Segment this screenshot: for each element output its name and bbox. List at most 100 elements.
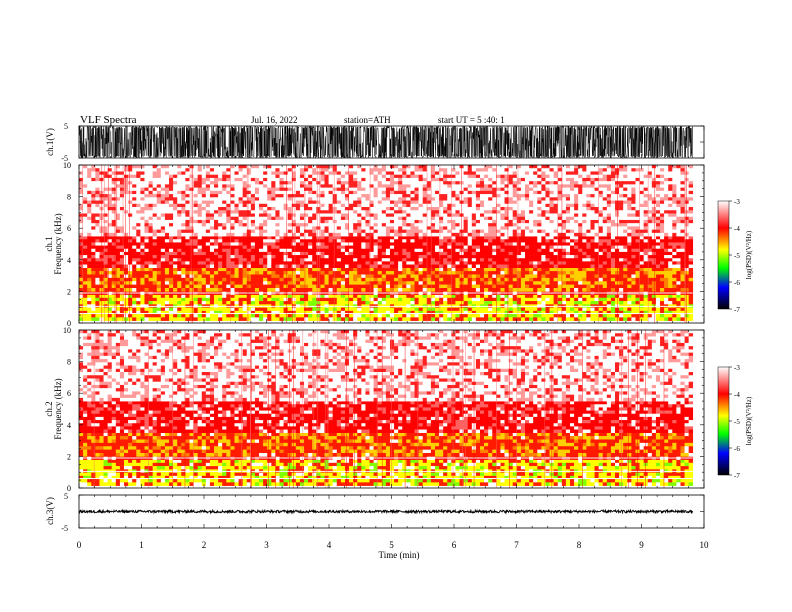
- spectrogram-cell: [455, 258, 460, 262]
- spectrogram-cell: [344, 236, 350, 240]
- spectrogram-cell: [467, 288, 473, 292]
- spectrogram-cell: [91, 258, 96, 262]
- spectrogram-cell: [287, 251, 293, 256]
- spectrogram-cell: [181, 317, 186, 321]
- spectrogram-cell: [561, 317, 567, 321]
- spectrogram-cell: [651, 297, 657, 302]
- spectrogram-cell: [234, 236, 239, 240]
- spectrogram-cell: [582, 239, 587, 243]
- spectrogram-cell: [349, 301, 354, 305]
- spectrogram-cell: [246, 307, 252, 312]
- spectrogram-cell: [324, 264, 329, 268]
- spectrogram-cell: [467, 274, 473, 279]
- spectrogram-cell: [87, 267, 92, 272]
- spectrogram-cell: [324, 255, 329, 259]
- spectrogram-cell: [259, 239, 264, 243]
- spectrogram-cell: [479, 274, 485, 279]
- spectrogram-cell: [557, 242, 563, 246]
- spectrogram-cell: [541, 261, 546, 265]
- spectrogram-cell: [185, 171, 190, 175]
- spectrogram-cell: [299, 255, 305, 259]
- spectrogram-cell: [398, 297, 403, 302]
- spectrogram-cell: [197, 314, 203, 318]
- spectrogram-cell: [639, 245, 644, 250]
- spectrogram-cell: [520, 242, 526, 246]
- start-time-label: start UT = 5 :40: 1: [438, 115, 505, 125]
- spectrogram-cell: [79, 255, 84, 259]
- spectrogram-cell: [361, 177, 366, 182]
- spectrogram-cell: [672, 171, 677, 175]
- spectrogram-cell: [668, 267, 673, 272]
- spectrogram-cell: [549, 310, 554, 315]
- spectrogram-cell: [488, 274, 493, 279]
- spectrogram-cell: [160, 281, 166, 285]
- spectrogram-cell: [160, 301, 166, 305]
- spectrogram-cell: [79, 307, 84, 312]
- spectrogram-cell: [136, 281, 141, 285]
- spectrogram-cell: [578, 255, 583, 259]
- spectrogram-cell: [234, 274, 239, 279]
- spectrogram-cell: [271, 261, 276, 265]
- spectrogram-cell: [140, 267, 145, 272]
- spectrogram-cell: [250, 271, 256, 275]
- spectrogram-cell: [529, 171, 534, 175]
- spectrogram-cell: [398, 277, 403, 282]
- spectrogram-cell: [398, 294, 403, 299]
- spectrogram-cell: [520, 277, 526, 282]
- spectrogram-cell: [484, 297, 489, 302]
- spectrogram-cell: [369, 277, 374, 282]
- spectrogram-cell: [471, 307, 477, 312]
- spectrogram-cell: [414, 181, 419, 185]
- spectrogram-cell: [226, 301, 231, 305]
- spectrogram-cell: [443, 281, 448, 285]
- spectrogram-cell: [389, 242, 395, 246]
- spectrogram-cell: [426, 301, 432, 305]
- spectrogram-cell: [242, 255, 248, 259]
- spectrogram-cell: [332, 168, 338, 172]
- spectrogram-cell: [537, 255, 542, 259]
- spectrogram-cell: [263, 174, 268, 179]
- spectrogram-cell: [418, 271, 423, 275]
- spectrogram-cell: [672, 165, 677, 169]
- spectrogram-cell: [299, 181, 305, 185]
- spectrogram-cell: [365, 236, 370, 240]
- spectrogram-cell: [185, 165, 190, 169]
- spectrogram-cell: [508, 177, 514, 182]
- spectrogram-cell: [181, 255, 186, 259]
- spectrogram-cell: [230, 236, 235, 240]
- spectrogram-cell: [169, 171, 174, 175]
- spectrogram-cell: [377, 181, 383, 185]
- spectrogram-cell: [655, 177, 661, 182]
- spectrogram-cell: [124, 271, 129, 275]
- spectrogram-cell: [561, 171, 567, 175]
- spectrogram-cell: [308, 267, 313, 272]
- spectrogram-cell: [79, 242, 84, 246]
- spectrogram-cell: [193, 181, 198, 185]
- spectrogram-cell: [398, 310, 403, 315]
- spectrogram-cell: [299, 284, 305, 289]
- spectrogram-cell: [218, 261, 223, 265]
- spectrogram-cell: [610, 261, 616, 265]
- spectrogram-cell: [124, 245, 129, 250]
- spectrogram-cell: [332, 242, 338, 246]
- spectrogram-cell: [410, 271, 415, 275]
- spectrogram-cell: [83, 171, 88, 175]
- spectrogram-cell: [246, 258, 252, 262]
- spectrogram-cell: [549, 168, 554, 172]
- spectrogram-cell: [164, 314, 170, 318]
- spectrogram-cell: [660, 236, 665, 240]
- spectrogram-cell: [615, 297, 620, 302]
- spectrogram-cell: [410, 242, 415, 246]
- spectrogram-cell: [402, 242, 407, 246]
- spectrogram-cell: [475, 288, 481, 292]
- spectrogram-cell: [455, 281, 460, 285]
- spectrogram-cell: [647, 171, 653, 175]
- spectrogram-cell: [242, 310, 248, 315]
- spectrogram-cell: [586, 310, 591, 315]
- spectrogram-cell: [201, 239, 207, 243]
- spectrogram-cell: [304, 251, 309, 256]
- spectrogram-cell: [209, 281, 215, 285]
- spectrogram-cell: [414, 284, 419, 289]
- spectrogram-cell: [295, 174, 301, 179]
- spectrogram-cell: [418, 307, 423, 312]
